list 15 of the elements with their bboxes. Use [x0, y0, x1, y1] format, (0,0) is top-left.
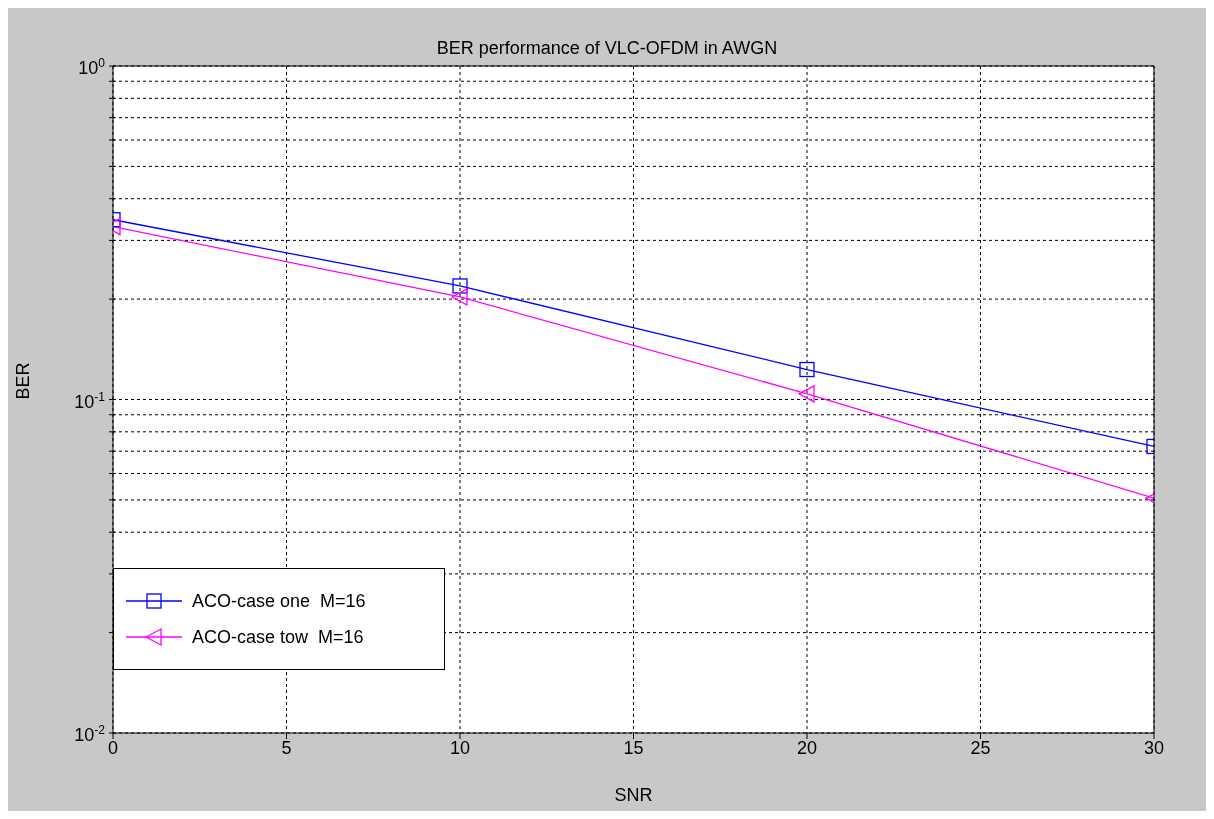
x-tick-label: 0 — [107, 737, 119, 758]
y-tick-label: 10$^{-2}$ — [74, 723, 106, 745]
y-axis-title: BER — [13, 362, 34, 400]
legend-label: ACO-case tow M=16 — [192, 626, 364, 648]
x-tick-label: 25 — [970, 737, 991, 758]
y-tick-label: 10$^{-1}$ — [74, 389, 106, 412]
x-tick-label: 5 — [281, 737, 292, 758]
y-tick-label: 10$^{0}$ — [78, 56, 106, 78]
chart-title: BER performance of VLC-OFDM in AWGN — [436, 38, 778, 58]
x-tick-label: 20 — [796, 737, 818, 758]
x-tick-label: 15 — [623, 737, 644, 758]
x-axis-title: SNR — [614, 785, 653, 805]
x-tick-label: 30 — [1143, 737, 1165, 758]
legend-label: ACO-case one M=16 — [192, 590, 366, 612]
x-tick-label: 10 — [449, 737, 471, 758]
